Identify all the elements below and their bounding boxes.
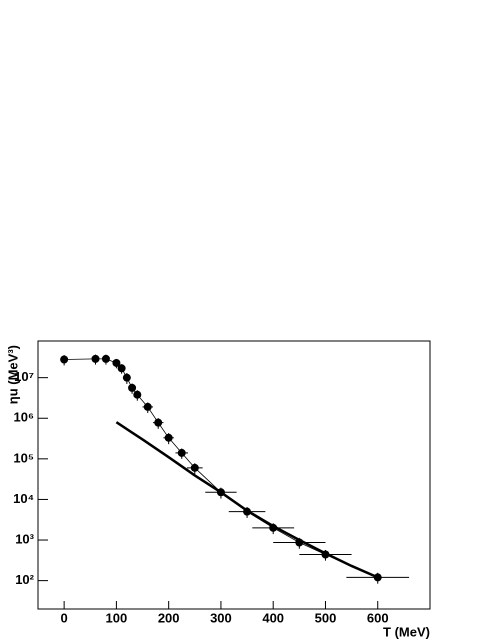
y-tick-label: 10³ — [15, 531, 34, 546]
data-point — [154, 418, 163, 427]
x-tick-label: 400 — [262, 610, 284, 625]
x-tick-label: 200 — [158, 610, 180, 625]
model-curve — [115, 421, 379, 579]
data-point — [101, 354, 110, 363]
data-point — [133, 390, 142, 399]
data-point — [143, 402, 152, 411]
data-point — [177, 448, 186, 457]
data-point — [60, 355, 69, 364]
y-tick-label: 10⁶ — [14, 410, 34, 425]
data-point — [164, 433, 173, 442]
y-axis-title: ηu (MeV³) — [5, 345, 20, 404]
y-tick-label: 10⁷ — [14, 369, 34, 384]
y-tick-label: 10⁵ — [13, 450, 34, 465]
data-point — [112, 358, 121, 367]
y-tick-label: 10⁴ — [13, 491, 34, 506]
data-point — [190, 463, 199, 472]
x-tick-label: 300 — [210, 610, 232, 625]
x-tick-label: 0 — [61, 610, 68, 625]
data-point — [122, 373, 131, 382]
data-point — [128, 383, 137, 392]
x-tick-label: 500 — [315, 610, 337, 625]
plot-frame — [37, 340, 431, 610]
x-tick-label: 600 — [367, 610, 389, 625]
connecting-line — [64, 358, 378, 578]
x-axis-title: T (MeV) — [383, 624, 430, 639]
y-tick-label: 10² — [15, 572, 34, 587]
data-point — [117, 364, 126, 373]
x-tick-label: 100 — [106, 610, 128, 625]
data-point — [91, 354, 100, 363]
